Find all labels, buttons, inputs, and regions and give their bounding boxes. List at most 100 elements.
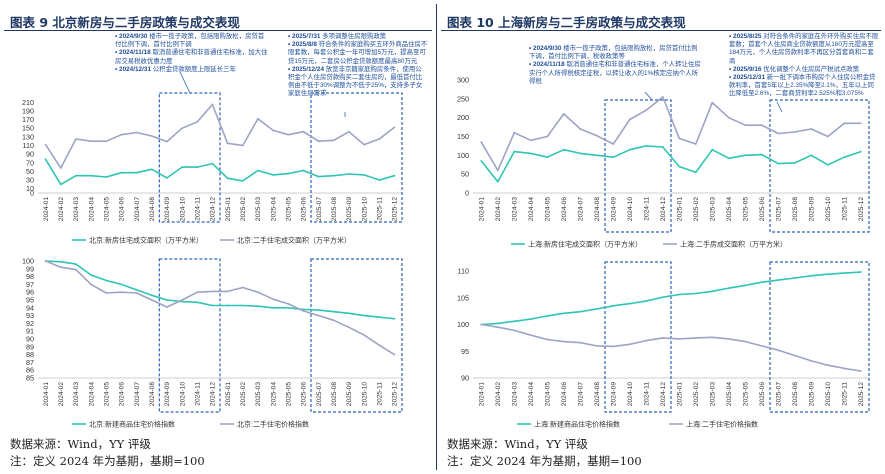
left-bottom-series-1-point [59, 260, 62, 263]
left-bottom-xtick-label: 2025-12 [392, 382, 399, 407]
right-bottom-series-1-point [711, 290, 714, 293]
right-bottom-series-1-point [727, 287, 730, 290]
right-bottom-series-1-point [529, 318, 532, 321]
left-bottom-series-1-point [181, 300, 183, 303]
right-bottom-xtick-label: 2024-12 [660, 382, 667, 407]
left-top-xtick-label: 2025-11 [377, 197, 384, 221]
left-bottom-series-2-point [196, 291, 199, 294]
left-bottom-ytick-label: 98 [26, 272, 34, 281]
right-top-xtick-label: 2025-05 [743, 197, 750, 222]
left-top-series-2-point [393, 126, 396, 129]
right-chart-title: 图表 10 上海新房与二手房政策与成交表现 [447, 15, 686, 30]
left-bottom-series-2-point [378, 344, 381, 347]
left-top-series-2-point [226, 142, 229, 145]
left-top-legend-label-1: 北京:新房住宅成交面积（万平方米） [89, 236, 203, 245]
right-bottom-series-1-point [694, 292, 697, 295]
left-top-xtick-label: 2024-09 [164, 197, 171, 222]
left-top-series-1-point [135, 171, 138, 174]
left-top-series-2-point [332, 139, 335, 142]
left-top-series-1-point [348, 173, 350, 175]
right-top-series-1-point [579, 152, 582, 155]
right-bottom-series-1-point [843, 272, 846, 275]
right-note-1: • 2024/11/18 取消普通住宅和非普通住宅标准，个人转让住房实行个人所得… [529, 61, 701, 85]
left-bottom-series-1-point [120, 283, 123, 286]
right-title-rule [441, 30, 881, 31]
left-top-series-1-point [105, 176, 108, 178]
right-top-xtick-label: 2025-02 [693, 197, 700, 222]
left-top-series-2-point [287, 133, 290, 136]
right-top-xtick-label: 2025-06 [759, 197, 766, 222]
left-top-xtick-label: 2024-08 [149, 197, 156, 222]
left-top-series-2-point [302, 130, 305, 133]
left-bottom-ytick-label: 89 [26, 342, 34, 351]
right-top-series-2-point [826, 135, 829, 138]
left-bottom-series-2-point [272, 298, 274, 301]
right-panel: 图表 10 上海新房与二手房政策与成交表现 • 2024/9/30 楼市一揽子政… [437, 0, 885, 474]
left-top-xtick-label: 2025-07 [316, 197, 323, 222]
left-bottom-series-2-point [105, 292, 108, 294]
left-top-xtick-label: 2025-04 [270, 197, 277, 222]
right-top-series-1-point [826, 163, 829, 166]
left-bottom-series-2-point [332, 319, 335, 322]
right-bottom-xtick-label: 2024-06 [561, 382, 568, 407]
right-bottom-xtick-label: 2024-03 [512, 382, 519, 407]
left-bottom-series-2-point [120, 291, 123, 294]
left-top-series-1-point [332, 174, 335, 177]
left-top-series-1-point [287, 172, 290, 175]
right-bottom-series-1-point [645, 300, 648, 302]
left-bottom-series-2-point [181, 299, 183, 301]
left-footnote: 注：定义 2024 年为基期，基期=100 [10, 454, 205, 468]
left-top-ytick-label: 210 [22, 98, 34, 107]
left-top-series-2-point [181, 127, 183, 130]
right-top-ytick-label: 300 [457, 76, 469, 85]
right-top-highlight-box [769, 99, 870, 233]
right-bottom-series-2-point [727, 338, 730, 340]
left-bottom-xtick-label: 2024-05 [104, 382, 111, 407]
left-top-series-line-2 [44, 103, 395, 169]
left-bottom-series-2-point [150, 299, 153, 301]
right-top-ytick-label: 0 [465, 189, 469, 198]
left-bottom-series-2-point [90, 283, 92, 286]
right-top-series-1-point [595, 154, 598, 157]
right-top-highlight-box [604, 99, 672, 233]
left-note-1: • 2024/11/18 取消普通住宅和非普通住宅标准，加大住房交易税收优惠力度 [115, 49, 268, 65]
right-bottom-series-line-2 [481, 323, 861, 372]
right-top-series-2-point [546, 135, 549, 138]
right-top-series-2-point [744, 124, 747, 127]
right-note-0: • 2024/9/30 楼市一揽子政策，包括限购放松，房贷首付比例下调，首付比例… [529, 45, 698, 61]
right-bottom-series-2-point [579, 341, 582, 344]
left-bottom-ytick-label: 96 [26, 288, 34, 297]
right-top-series-1-point [529, 152, 532, 155]
right-top-series-1-point [760, 153, 763, 156]
left-bottom-xtick-label: 2024-06 [119, 382, 126, 407]
right-bottom-xtick-label: 2025-10 [825, 382, 832, 407]
left-bottom-xtick-label: 2024-10 [179, 382, 186, 407]
left-top-ytick-label: 0 [30, 189, 34, 198]
right-top-series-1-point [678, 165, 681, 168]
right-bottom-xtick-label: 2024-01 [479, 382, 486, 407]
right-top-ytick-label: 200 [457, 113, 469, 122]
left-bottom-series-2-point [166, 306, 168, 308]
right-top-xtick-label: 2025-01 [677, 197, 684, 222]
right-top-series-2-point [810, 128, 813, 130]
left-top-ytick-label: 150 [22, 124, 34, 133]
left-bottom-series-2-point [44, 260, 47, 262]
right-top-ytick-label: 250 [457, 94, 469, 103]
left-bottom-series-1-point [378, 316, 381, 319]
right-bottom-ytick-label: 95 [461, 347, 469, 356]
left-bottom-xtick-label: 2025-05 [286, 382, 293, 407]
right-bottom-ytick-label: 90 [461, 374, 469, 383]
left-bottom-ytick-label: 88 [26, 350, 34, 359]
right-bottom-series-1-point [826, 273, 829, 276]
left-bottom-xtick-label: 2024-04 [88, 382, 95, 407]
left-top-series-2-point [150, 135, 153, 137]
right-top-series-1-point [777, 162, 780, 165]
left-bottom-ytick-label: 92 [26, 319, 34, 328]
left-note-5: • 2025/12/24 放宽非京籍家庭购房条件，使用公积金个人住房贷款购买二套… [288, 65, 423, 98]
right-note-4: • 2025/12/31 新一批下调本市购房个人住房公积金贷款利率，首套5年以上… [729, 74, 876, 98]
left-bottom-series-2-point [135, 292, 138, 294]
right-bottom-series-2-point [546, 338, 549, 341]
right-top-ytick-label: 150 [457, 132, 469, 141]
right-bottom-series-2-point [859, 370, 862, 372]
